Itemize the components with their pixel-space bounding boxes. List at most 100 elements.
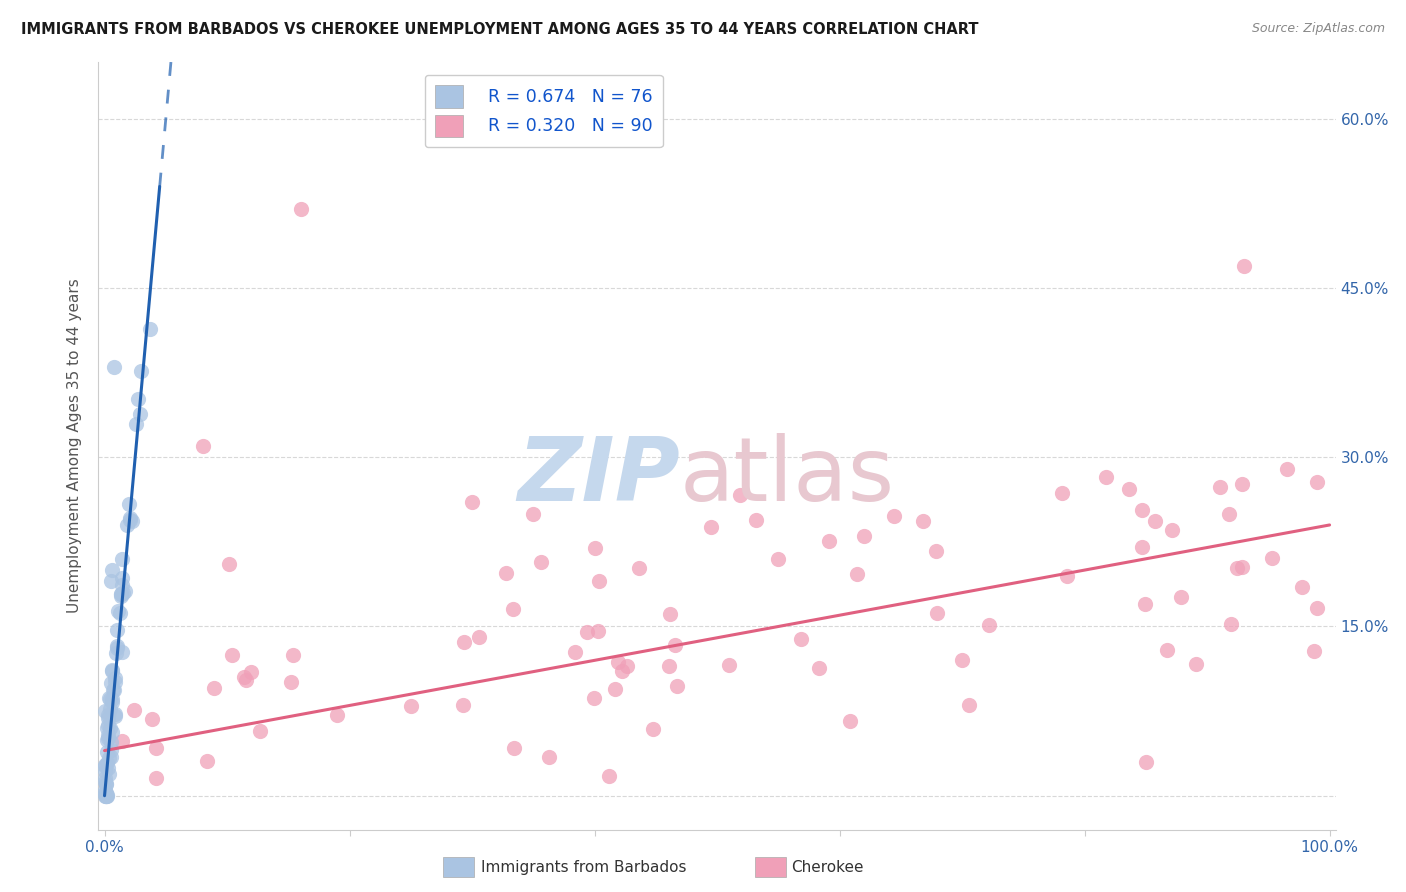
Point [121, 514, 143, 528]
Point [700, 520, 723, 534]
Point [957, 698, 980, 712]
Point [100, 750, 122, 764]
Point [1220, 617, 1243, 632]
Point [94, 789, 117, 803]
Point [98, 766, 121, 780]
Point [120, 511, 142, 525]
Point [453, 634, 475, 648]
Point [111, 578, 134, 592]
Point [96, 745, 118, 759]
Point [110, 587, 132, 601]
Point [120, 513, 142, 527]
Point [280, 674, 302, 689]
Point [925, 607, 948, 621]
Point [105, 623, 128, 637]
Point [950, 653, 973, 667]
Point [101, 692, 124, 706]
Point [94, 789, 117, 803]
Point [218, 558, 240, 572]
Point [104, 671, 127, 685]
Text: Immigrants from Barbados: Immigrants from Barbados [481, 860, 686, 874]
Point [101, 665, 124, 679]
Point [658, 658, 681, 673]
Point [96, 756, 118, 771]
Point [100, 734, 122, 748]
Point [96, 789, 118, 803]
Point [1306, 600, 1329, 615]
Point [103, 682, 125, 697]
Point [96, 721, 118, 735]
Point [1170, 590, 1192, 604]
Point [98, 691, 121, 706]
Point [1144, 514, 1167, 528]
Point [96, 777, 118, 791]
Point [107, 604, 129, 618]
Point [564, 645, 586, 659]
Point [628, 560, 651, 574]
Point [112, 585, 135, 599]
Point [100, 676, 122, 690]
Point [717, 658, 740, 673]
Point [127, 392, 149, 406]
Point [221, 648, 243, 662]
Point [97, 708, 120, 723]
Point [97, 761, 120, 775]
Point [745, 513, 768, 527]
Point [451, 698, 474, 713]
Point [94, 786, 117, 800]
Point [1209, 480, 1232, 494]
Point [401, 698, 423, 713]
Point [97, 731, 120, 746]
Point [768, 551, 790, 566]
Point [93, 771, 115, 785]
Point [495, 566, 517, 580]
Point [839, 714, 862, 729]
Point [853, 529, 876, 543]
Point [616, 659, 638, 673]
Point [97, 718, 120, 732]
Point [98, 691, 121, 706]
Point [94, 775, 117, 789]
Point [129, 407, 152, 421]
Point [1275, 462, 1298, 476]
Point [235, 673, 257, 687]
Point [522, 507, 544, 521]
Point [93, 764, 115, 779]
Point [98, 751, 121, 765]
Point [110, 589, 132, 603]
Point [846, 566, 869, 581]
Point [94, 789, 117, 803]
Point [925, 544, 948, 558]
Point [583, 691, 606, 706]
Point [139, 322, 162, 336]
Point [94, 777, 117, 791]
Point [100, 743, 122, 757]
Point [817, 534, 839, 549]
Point [129, 363, 152, 377]
Text: Source: ZipAtlas.com: Source: ZipAtlas.com [1251, 22, 1385, 36]
Point [1130, 503, 1153, 517]
Point [605, 681, 627, 696]
Point [1095, 469, 1118, 483]
Point [588, 574, 610, 589]
Point [233, 670, 256, 684]
Point [101, 695, 124, 709]
Point [110, 606, 132, 620]
Point [468, 630, 491, 644]
Point [1118, 483, 1140, 497]
Point [101, 682, 124, 697]
Point [607, 655, 630, 669]
Text: Cherokee: Cherokee [792, 860, 865, 874]
Point [111, 733, 134, 747]
Point [98, 702, 121, 716]
Point [94, 704, 117, 718]
Point [103, 675, 125, 690]
Point [598, 769, 620, 783]
Point [1303, 643, 1326, 657]
Point [145, 771, 167, 785]
Point [664, 638, 686, 652]
Point [659, 607, 682, 621]
Point [97, 728, 120, 742]
Point [1226, 561, 1249, 575]
Point [1156, 643, 1178, 657]
